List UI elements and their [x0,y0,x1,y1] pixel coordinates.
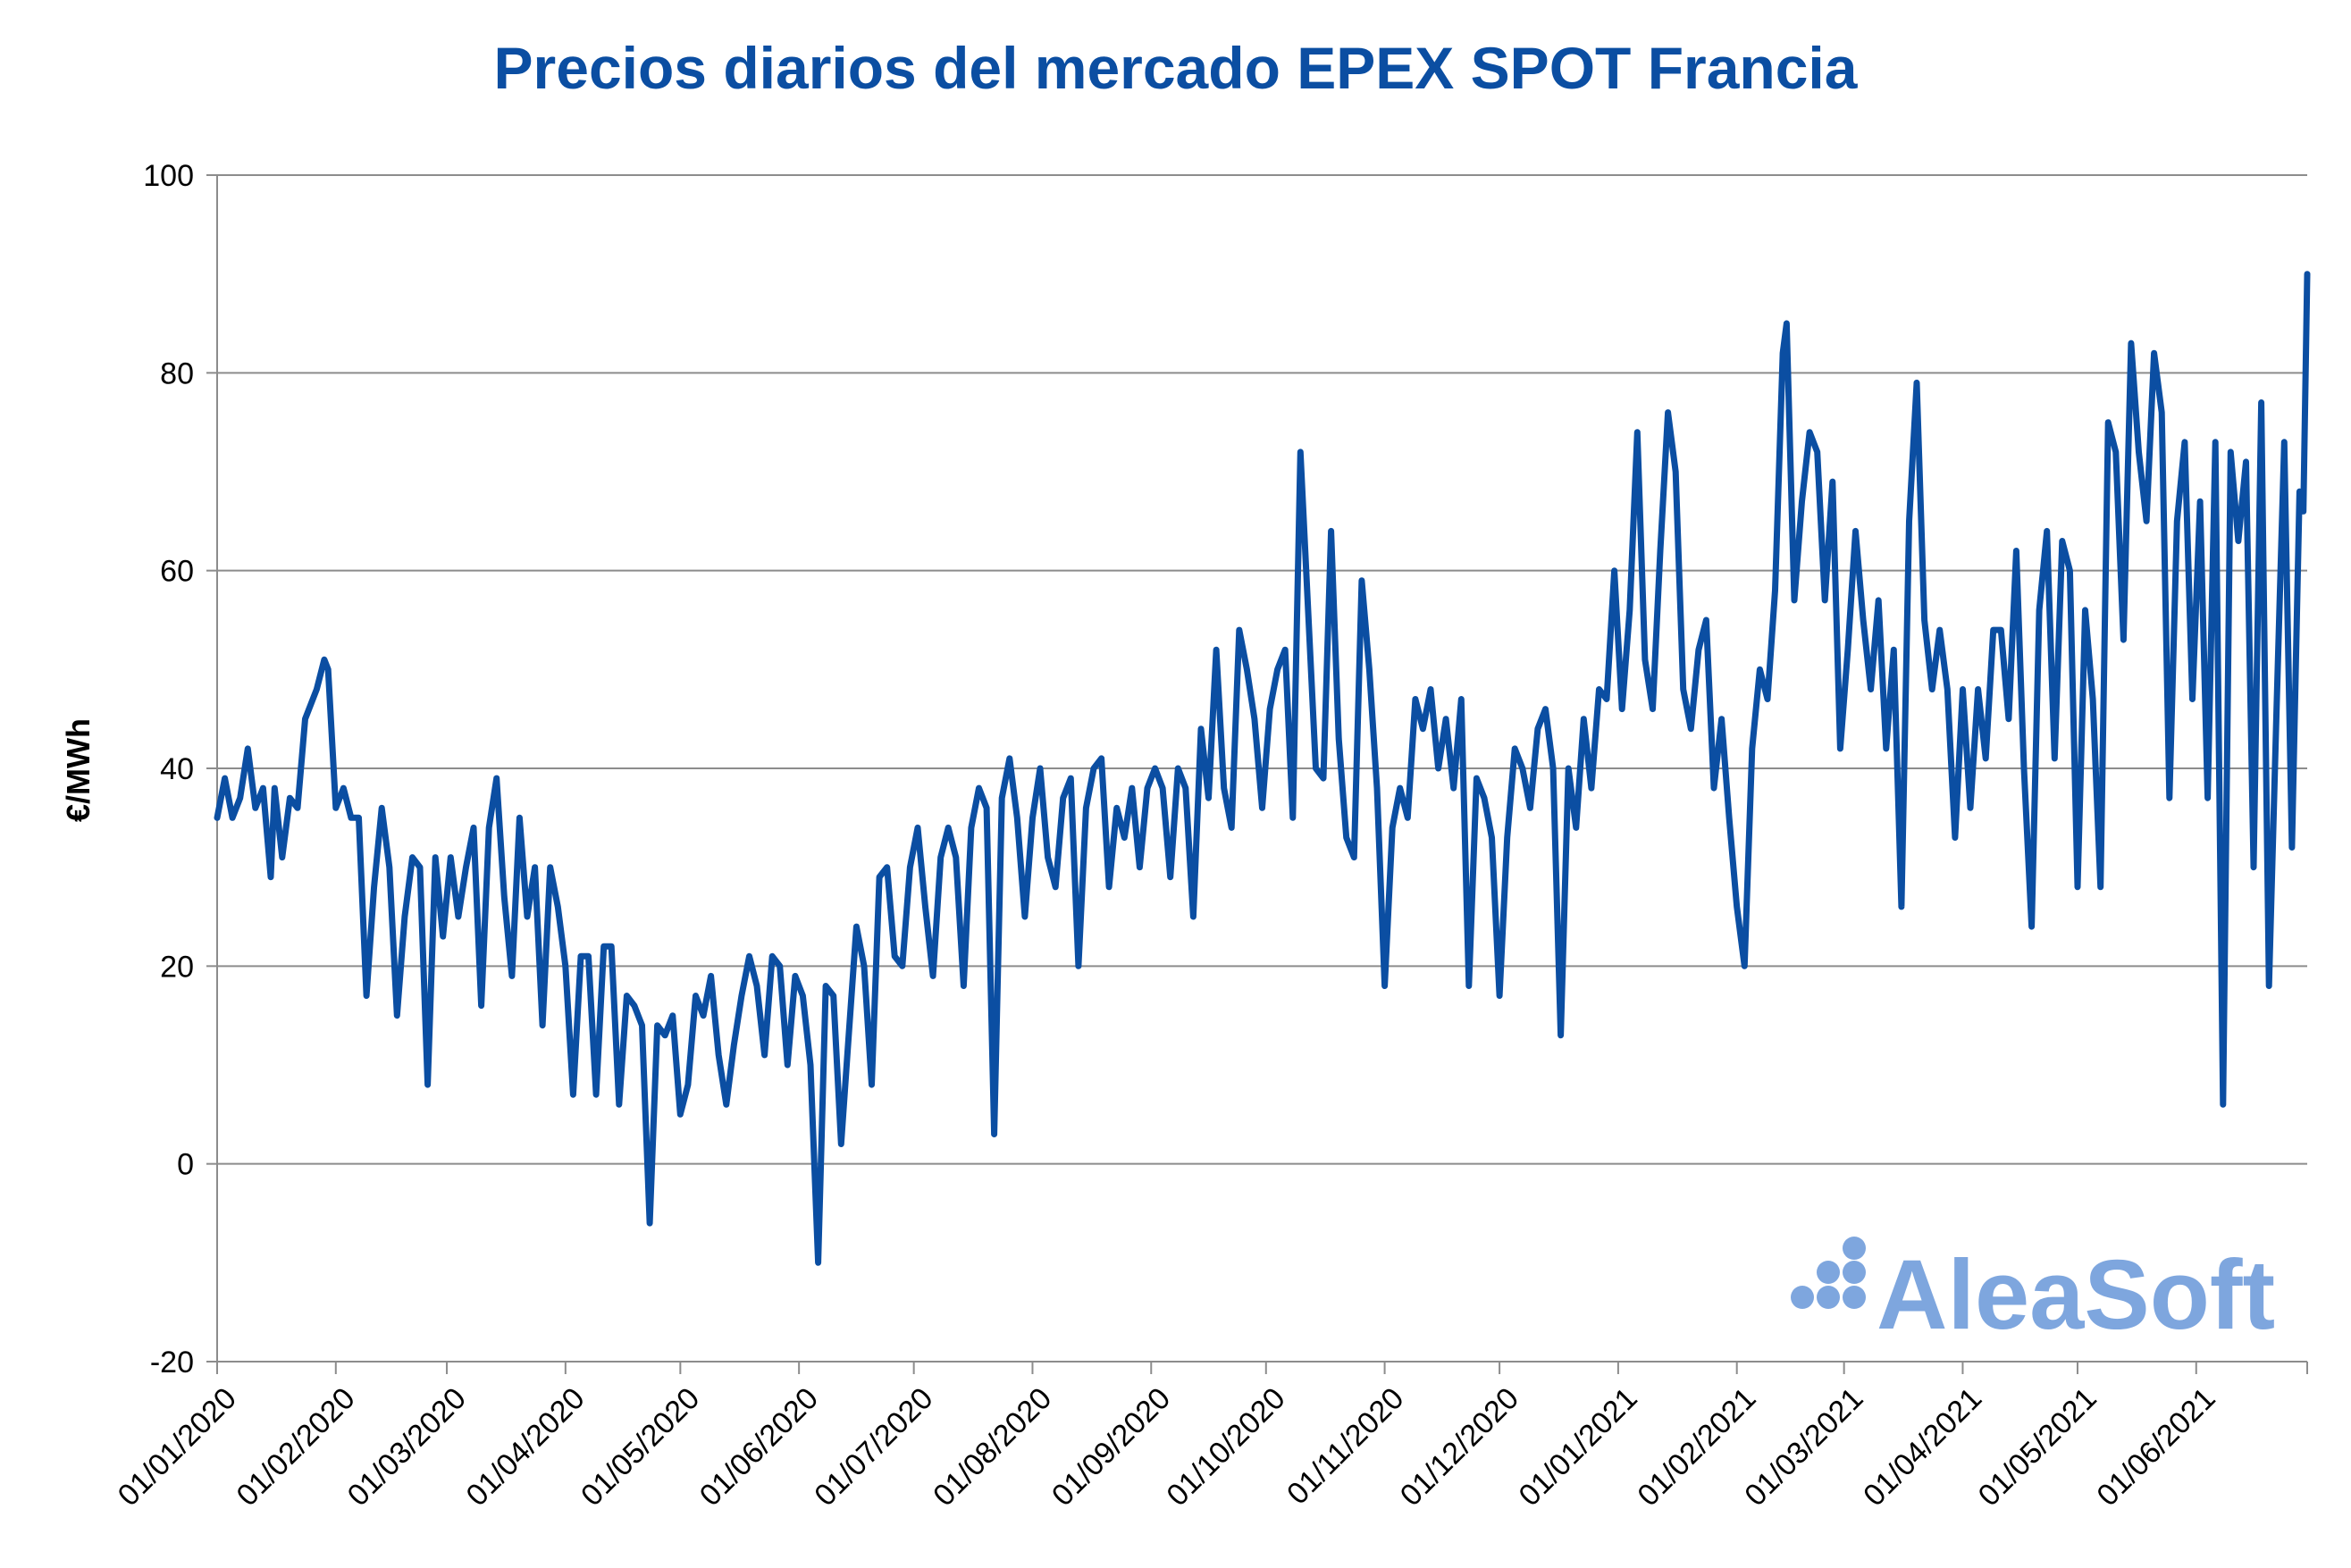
y-tick-label: -20 [150,1346,194,1379]
y-tick-labels: -20 0 20 40 60 80 100 [143,159,194,1379]
x-tick-label: 01/02/2020 [230,1381,361,1513]
x-tick-label: 01/12/2020 [1394,1381,1525,1513]
x-tick-label: 01/11/2020 [1280,1381,1410,1511]
chart-title: Precios diarios del mercado EPEX SPOT Fr… [493,35,1858,101]
x-tick-labels: 01/01/202001/02/202001/03/202001/04/2020… [112,1381,2222,1513]
y-axis-label: €/MWh [60,718,97,822]
x-tick-label: 01/10/2020 [1160,1381,1291,1513]
y-tick-label: 60 [160,555,194,589]
x-tick-label: 01/06/2020 [693,1381,825,1513]
x-tick-label: 01/01/2020 [112,1381,243,1513]
logo-dots-icon [1791,1237,1866,1309]
x-tick-label: 01/03/2020 [341,1381,473,1513]
y-tick-label: 0 [177,1148,194,1182]
x-tick-label: 01/07/2020 [808,1381,939,1513]
series-line [214,271,2311,1266]
x-tick-label: 01/08/2020 [927,1381,1058,1513]
x-tick-label: 01/05/2021 [1972,1381,2103,1513]
x-tick-label: 01/04/2021 [1857,1381,1988,1513]
y-tick-label: 20 [160,950,194,984]
x-tick-label: 01/04/2020 [460,1381,592,1513]
y-tick-label: 40 [160,752,194,786]
series-layer [214,271,2311,1266]
y-tick-label: 80 [160,356,194,390]
x-tick-label: 01/05/2020 [575,1381,706,1513]
logo-text: AleaSoft [1877,1240,2275,1350]
axes [216,175,2308,1374]
aleasoft-logo: AleaSoft [1791,1237,2275,1350]
x-tick-label: 01/06/2021 [2090,1381,2221,1513]
x-tick-label: 01/09/2020 [1045,1381,1177,1513]
x-tick-label: 01/01/2021 [1513,1381,1644,1513]
y-tick-label: 100 [143,159,194,193]
